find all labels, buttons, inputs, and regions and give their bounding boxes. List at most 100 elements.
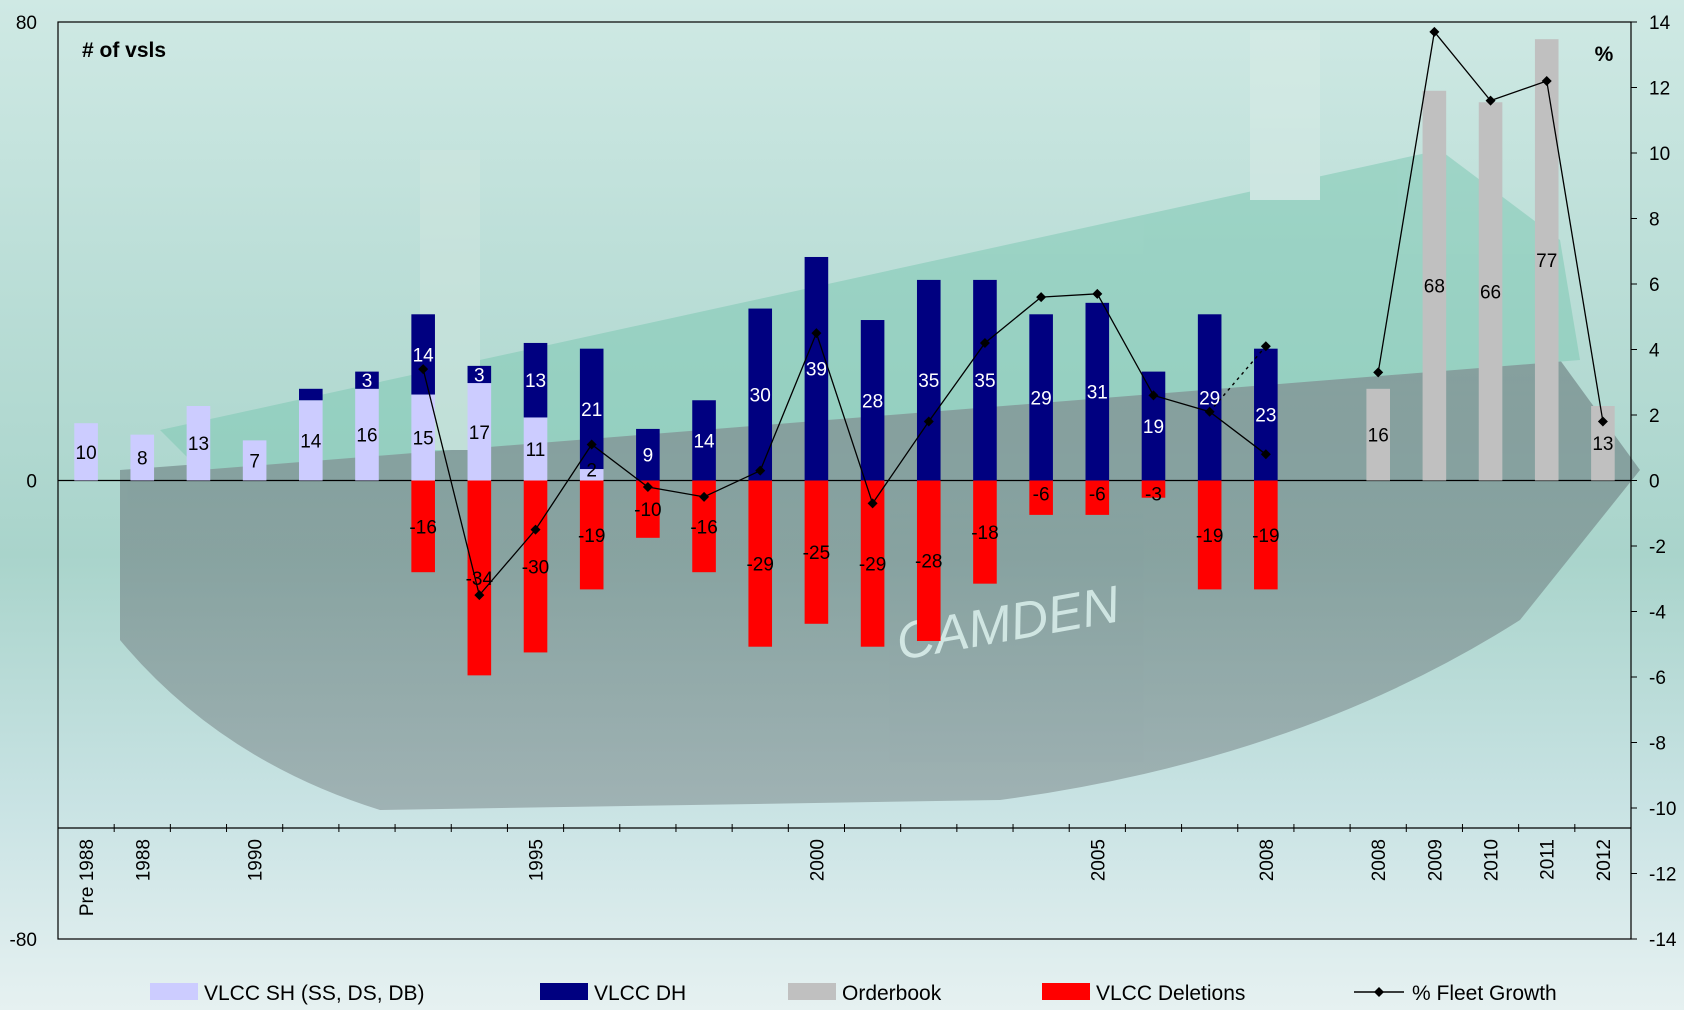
bar-vlcc-dh xyxy=(1254,348,1278,481)
bar-vlcc-dh xyxy=(1085,302,1110,481)
label-vlcc-sh: 14 xyxy=(300,431,322,452)
right-tick-label: -14 xyxy=(1649,930,1677,951)
bar-orderbook xyxy=(1591,405,1615,481)
legend-fleet-growth-label: % Fleet Growth xyxy=(1412,982,1557,1005)
label-vlcc-sh: 16 xyxy=(356,426,377,447)
right-tick-label: 14 xyxy=(1649,13,1671,34)
label-deletions: -6 xyxy=(1033,485,1050,506)
bar-deletions xyxy=(467,480,492,676)
fleet-growth-marker xyxy=(1036,292,1047,303)
fleet-growth-line xyxy=(418,26,1608,601)
category-label: 2009 xyxy=(1425,839,1446,881)
label-vlcc-sh: 7 xyxy=(249,451,260,472)
left-tick-label: 80 xyxy=(16,13,37,34)
left-tick-label: -80 xyxy=(10,930,37,951)
fleet-growth-marker xyxy=(1148,390,1159,401)
legend-deletions-swatch xyxy=(1042,983,1090,1000)
fleet-growth-marker xyxy=(474,590,485,601)
fleet-growth-segment xyxy=(422,293,1267,597)
bars xyxy=(74,39,1615,676)
fleet-growth-projection xyxy=(1209,345,1267,413)
category-label: Pre 1988 xyxy=(77,839,98,916)
right-tick-label: 10 xyxy=(1649,144,1670,165)
label-deletions: -10 xyxy=(634,500,661,521)
fleet-growth-marker xyxy=(979,337,990,348)
label-deletions: -3 xyxy=(1145,485,1162,506)
fleet-growth-marker xyxy=(1092,288,1103,299)
legend: VLCC SH (SS, DS, DB) VLCC DH Orderbook VLCC… xyxy=(150,982,1557,1005)
category-label: 2008 xyxy=(1369,839,1390,881)
bar-deletions xyxy=(1085,480,1110,515)
bar-vlcc-sh xyxy=(355,388,379,481)
label-vlcc-dh: 35 xyxy=(974,371,995,392)
bar-vlcc-sh xyxy=(523,417,548,481)
fleet-growth-marker xyxy=(1373,367,1384,378)
right-tick-label: -10 xyxy=(1649,799,1676,820)
bar-vlcc-sh xyxy=(242,440,267,481)
bar-vlcc-dh xyxy=(860,320,885,481)
bar-vlcc-sh xyxy=(579,469,604,481)
fleet-growth-marker xyxy=(923,416,934,427)
category-label: 1995 xyxy=(527,839,548,881)
bar-deletions xyxy=(1254,480,1278,590)
bar-orderbook xyxy=(1478,102,1503,481)
fleet-growth-marker xyxy=(1260,449,1271,460)
label-deletions: -18 xyxy=(971,523,998,544)
right-tick-label: 2 xyxy=(1649,406,1660,427)
bar-deletions xyxy=(579,480,604,590)
label-vlcc-sh: 13 xyxy=(188,434,209,455)
label-vlcc-dh: 35 xyxy=(918,371,939,392)
label-orderbook: 77 xyxy=(1536,251,1557,272)
label-orderbook: 66 xyxy=(1480,282,1501,303)
right-tick-label: -6 xyxy=(1649,668,1666,689)
fleet-growth-marker xyxy=(1485,95,1496,106)
bar-vlcc-dh xyxy=(523,342,548,418)
category-label: 1988 xyxy=(133,839,154,881)
bar-vlcc-dh xyxy=(411,314,435,395)
right-tick-label: 12 xyxy=(1649,79,1670,100)
data-labels: 10 8 13 7 14 16 3 15 14 -16 17 3 -34 11 13 -30 2 21 -19 9 -1… xyxy=(76,251,1614,590)
fleet-growth-marker xyxy=(699,491,710,502)
label-deletions: -16 xyxy=(690,517,717,538)
label-vlcc-sh: 10 xyxy=(76,443,97,464)
label-vlcc-sh: 15 xyxy=(413,429,434,450)
bar-deletions xyxy=(692,480,716,573)
label-vlcc-dh: 9 xyxy=(643,446,654,467)
label-vlcc-sh: 2 xyxy=(586,461,597,482)
bar-deletions xyxy=(1029,480,1053,515)
category-label: 2005 xyxy=(1088,839,1109,881)
bar-deletions xyxy=(860,480,885,647)
bar-vlcc-dh xyxy=(355,371,379,389)
category-label: 2011 xyxy=(1538,839,1559,880)
category-label: 2000 xyxy=(807,839,828,881)
label-vlcc-dh: 3 xyxy=(474,365,485,386)
label-deletions: -34 xyxy=(466,569,494,590)
fleet-growth-marker xyxy=(586,439,597,450)
fleet-growth-marker xyxy=(1541,75,1552,86)
label-deletions: -29 xyxy=(746,555,773,576)
fleet-growth-marker xyxy=(642,482,653,493)
label-deletions: -28 xyxy=(915,552,942,573)
label-orderbook: 16 xyxy=(1368,426,1389,447)
label-vlcc-dh: 3 xyxy=(362,371,373,392)
right-axis-unit: % xyxy=(1595,43,1614,66)
legend-deletions-label: VLCC Deletions xyxy=(1096,982,1245,1005)
label-vlcc-dh: 30 xyxy=(750,386,771,407)
left-axis-unit: # of vsls xyxy=(82,39,166,62)
bar-vlcc-dh xyxy=(804,256,829,481)
label-deletions: -19 xyxy=(1196,526,1223,547)
label-vlcc-dh: 13 xyxy=(525,371,546,392)
label-vlcc-sh: 8 xyxy=(137,449,148,470)
label-deletions: -19 xyxy=(578,526,605,547)
legend-fleet-growth-marker xyxy=(1374,987,1384,997)
label-deletions: -19 xyxy=(1252,526,1279,547)
fleet-growth-marker xyxy=(755,465,766,476)
left-tick-label: 0 xyxy=(26,472,37,493)
bar-deletions xyxy=(1197,480,1222,590)
label-vlcc-dh: 28 xyxy=(862,391,883,412)
fleet-growth-marker xyxy=(1260,341,1271,352)
bar-vlcc-sh xyxy=(411,394,435,481)
bar-vlcc-sh xyxy=(186,405,211,481)
label-vlcc-dh: 14 xyxy=(693,431,715,452)
legend-vlcc-dh-swatch xyxy=(540,983,588,1000)
